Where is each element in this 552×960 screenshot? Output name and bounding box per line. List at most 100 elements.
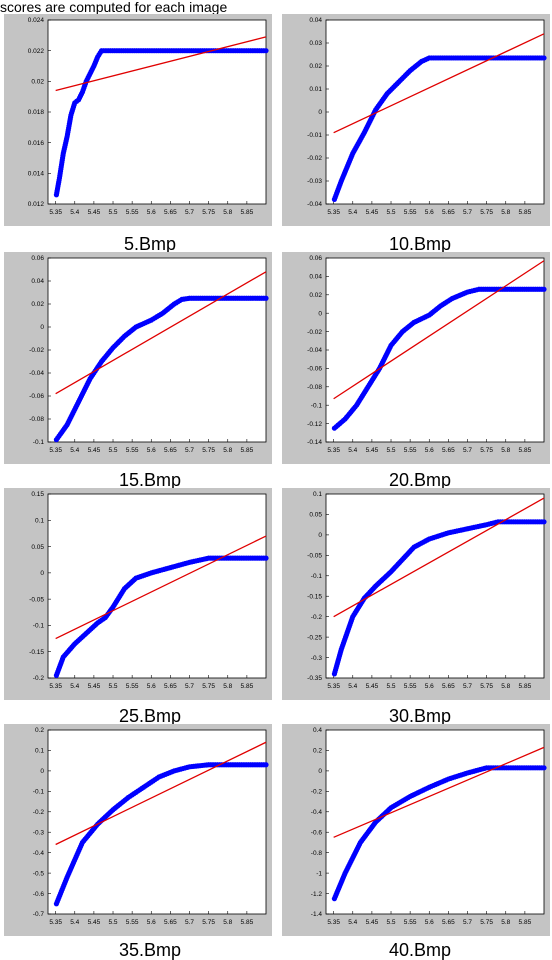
chart-panel: 5.35 5.4 5.45 5.5 5.55 5.6 5.65 5.7 5.75 5.8 5.85 -… — [282, 488, 550, 700]
y-tick-label: -0.25 — [307, 634, 322, 641]
y-tick-label: 0.04 — [31, 278, 44, 285]
fit-line — [55, 741, 267, 846]
x-tick-label: 5.6 — [425, 209, 434, 216]
x-tick-label: 5.6 — [425, 447, 434, 454]
x-tick-label: 5.7 — [185, 447, 194, 454]
y-tick-label: -0.02 — [307, 155, 322, 162]
chart-caption: 25.Bmp — [118, 706, 182, 726]
x-tick-label: 5.8 — [501, 919, 510, 926]
y-tick-label: 0.06 — [31, 255, 44, 262]
data-point — [541, 765, 547, 771]
x-tick-label: 5.55 — [126, 209, 139, 216]
y-tick-label: -0.7 — [33, 911, 45, 918]
y-tick-label: -0.2 — [33, 675, 45, 682]
x-tick-label: 5.85 — [519, 447, 532, 454]
x-tick-label: 5.35 — [49, 919, 62, 926]
chart-caption: 10.Bmp — [388, 234, 452, 254]
y-tick-label: -0.05 — [29, 596, 44, 603]
x-tick-label: 5.75 — [202, 683, 215, 690]
x-tick-label: 5.8 — [223, 209, 232, 216]
x-tick-label: 5.7 — [185, 683, 194, 690]
y-tick-label: -0.12 — [307, 421, 322, 428]
y-tick-label: -0.01 — [307, 132, 322, 139]
x-tick-label: 5.8 — [501, 683, 510, 690]
x-tick-label: 5.85 — [241, 919, 254, 926]
fit-line — [333, 746, 545, 838]
x-tick-label: 5.75 — [202, 209, 215, 216]
x-tick-label: 5.7 — [185, 209, 194, 216]
x-tick-label: 5.5 — [108, 919, 117, 926]
x-tick-label: 5.45 — [366, 447, 379, 454]
x-tick-label: 5.45 — [366, 919, 379, 926]
x-tick-label: 5.35 — [49, 209, 62, 216]
y-tick-label: -0.1 — [33, 623, 45, 630]
x-tick-label: 5.5 — [386, 683, 395, 690]
x-tick-label: 5.65 — [164, 209, 177, 216]
x-tick-label: 5.6 — [147, 683, 156, 690]
y-tick-label: -0.1 — [33, 789, 45, 796]
x-tick-label: 5.7 — [463, 919, 472, 926]
data-points — [53, 48, 269, 198]
chart-svg: 5.35 5.4 5.45 5.5 5.55 5.6 5.65 5.7 5.75 5.8 5.85 -… — [282, 252, 550, 464]
data-point — [263, 48, 269, 54]
y-tick-label: -0.3 — [33, 829, 45, 836]
data-point — [263, 762, 269, 768]
y-tick-label: -1.4 — [311, 911, 323, 918]
x-tick-label: 5.8 — [223, 447, 232, 454]
x-tick-label: 5.4 — [70, 209, 79, 216]
fit-line — [333, 497, 545, 618]
y-tick-label: 0 — [318, 310, 322, 317]
plot-area — [325, 19, 545, 205]
x-tick-label: 5.65 — [442, 447, 455, 454]
data-points — [53, 555, 269, 678]
fit-line — [55, 535, 267, 640]
y-tick-label: -0.03 — [307, 178, 322, 185]
y-tick-label: 0.022 — [28, 48, 45, 55]
x-tick-label: 5.45 — [88, 209, 101, 216]
y-tick-label: 0 — [318, 532, 322, 539]
y-tick-label: 0.018 — [28, 109, 45, 116]
x-tick-label: 5.75 — [202, 447, 215, 454]
y-tick-label: -0.1 — [311, 402, 323, 409]
x-tick-label: 5.7 — [463, 447, 472, 454]
y-tick-label: 0.02 — [309, 292, 322, 299]
plot-area — [325, 257, 545, 443]
data-points — [331, 286, 547, 431]
data-point — [263, 555, 269, 561]
y-tick-label: 0 — [40, 570, 44, 577]
x-tick-label: 5.85 — [241, 447, 254, 454]
plot-area — [325, 729, 545, 915]
x-tick-label: 5.55 — [404, 209, 417, 216]
data-points — [53, 295, 269, 443]
y-tick-label: -0.2 — [311, 789, 323, 796]
y-tick-label: 0 — [40, 324, 44, 331]
y-tick-label: 0.04 — [309, 17, 322, 24]
x-tick-label: 5.35 — [327, 683, 340, 690]
y-tick-label: -0.3 — [311, 655, 323, 662]
data-point — [263, 295, 269, 301]
y-tick-label: 0.1 — [313, 491, 322, 498]
y-tick-label: -0.02 — [307, 329, 322, 336]
chart-panel: 5.35 5.4 5.45 5.5 5.55 5.6 5.65 5.7 5.75 5.8 5.85 -… — [282, 252, 550, 464]
plot-area — [47, 19, 267, 205]
x-tick-label: 5.35 — [327, 447, 340, 454]
chart-svg: 5.35 5.4 5.45 5.5 5.55 5.6 5.65 5.7 5.75 5.8 5.85 -… — [4, 252, 272, 464]
x-tick-label: 5.45 — [88, 683, 101, 690]
x-tick-label: 5.45 — [366, 209, 379, 216]
y-tick-label: -0.35 — [307, 675, 322, 682]
y-tick-label: 0.014 — [28, 171, 45, 178]
chart-caption: 30.Bmp — [388, 706, 452, 726]
x-tick-label: 5.35 — [49, 683, 62, 690]
x-tick-label: 5.6 — [147, 209, 156, 216]
x-tick-label: 5.55 — [404, 919, 417, 926]
y-tick-label: 0 — [318, 768, 322, 775]
data-points — [331, 519, 547, 677]
x-tick-label: 5.4 — [348, 683, 357, 690]
y-tick-label: -0.1 — [33, 439, 45, 446]
y-tick-label: -0.14 — [307, 439, 322, 446]
y-tick-label: -0.4 — [311, 809, 323, 816]
y-tick-label: -0.05 — [307, 553, 322, 560]
chart-panel: 5.35 5.4 5.45 5.5 5.55 5.6 5.65 5.7 5.75 5.8 5.85 -… — [4, 252, 272, 464]
x-tick-label: 5.75 — [202, 919, 215, 926]
x-tick-label: 5.8 — [223, 683, 232, 690]
